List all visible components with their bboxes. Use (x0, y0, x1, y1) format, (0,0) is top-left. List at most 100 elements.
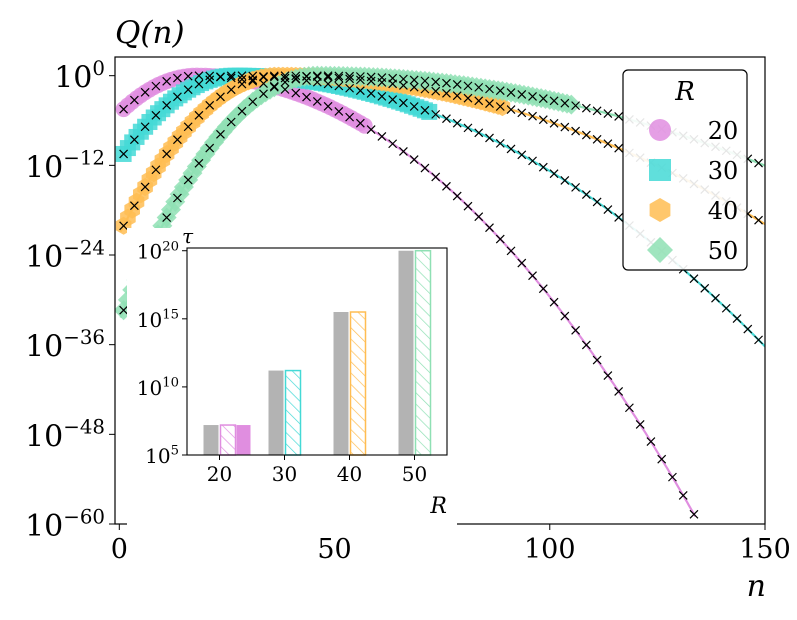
theory-marker-R20 (635, 420, 645, 429)
theory-marker-R30 (409, 102, 419, 111)
theory-marker-R50 (162, 213, 172, 222)
theory-marker-R40 (194, 110, 204, 120)
y-tick-label: 10−60 (25, 505, 105, 544)
inset-bar-theory-R50 (414, 249, 432, 456)
theory-marker-R40 (312, 72, 322, 82)
data-point-R40-n89 (494, 98, 511, 117)
theory-marker-R20 (657, 454, 667, 464)
theory-marker-R40 (334, 73, 344, 83)
theory-marker-R30 (216, 72, 225, 82)
theory-marker-R40 (248, 75, 258, 85)
data-point-R20-n57 (356, 117, 373, 134)
y-tick-label-base: 10 (25, 419, 63, 454)
theory-marker-R30 (721, 303, 731, 313)
theory-marker-R30 (603, 205, 613, 215)
theory-marker-R40 (216, 92, 225, 102)
theory-marker-R20 (603, 371, 613, 380)
theory-marker-R20 (463, 201, 473, 211)
theory-marker-R30 (194, 79, 204, 89)
inset-y-tick-label-exp: 20 (162, 239, 179, 254)
theory-marker-R50 (560, 98, 570, 108)
x-tick-label: 150 (739, 534, 791, 565)
data-point-R30-n72 (421, 103, 438, 120)
theory-marker-R30 (237, 71, 247, 81)
legend-label: 20 (708, 117, 739, 145)
inset-y-tick-label: 105 (145, 444, 179, 468)
inset-bar-extra-R20 (236, 425, 251, 455)
theory-marker-R50 (614, 112, 624, 121)
theory-marker-R20 (345, 112, 355, 122)
theory-marker-R20 (495, 234, 505, 244)
theory-marker-R40 (538, 115, 548, 125)
theory-marker-R40 (172, 135, 182, 145)
theory-marker-R20 (571, 325, 581, 335)
theory-marker-R30 (280, 73, 290, 83)
theory-marker-R40 (560, 122, 570, 132)
theory-marker-R20 (312, 97, 322, 106)
theory-marker-R30 (732, 314, 742, 323)
theory-marker-R20 (398, 147, 408, 156)
inset-y-tick-label-exp: 5 (171, 444, 179, 459)
theory-marker-R50 (237, 106, 247, 116)
inset-bar-sim-R20 (203, 425, 219, 455)
theory-marker-R30 (495, 138, 505, 148)
y-tick-label: 10−24 (25, 236, 105, 275)
theory-marker-R20 (280, 85, 290, 94)
theory-marker-R50 (312, 71, 322, 81)
theory-marker-R20 (119, 104, 129, 114)
theory-marker-R30 (334, 81, 344, 91)
theory-marker-R20 (624, 403, 634, 413)
theory-marker-R50 (248, 97, 258, 107)
y-tick-label: 10−36 (25, 326, 105, 365)
theory-marker-R50 (764, 163, 765, 172)
theory-marker-R50 (581, 103, 591, 113)
legend-marker-R50 (647, 237, 673, 263)
theory-marker-R40 (592, 134, 602, 144)
theory-marker-R50 (366, 72, 376, 82)
theory-marker-R40 (452, 91, 462, 101)
theory-marker-R40 (571, 126, 581, 136)
theory-marker-R30 (754, 335, 763, 345)
plot-area (115, 65, 765, 519)
theory-marker-R20 (291, 88, 301, 98)
inset-x-tick-label: 50 (402, 462, 427, 486)
theory-marker-R50 (442, 78, 451, 88)
theory-marker-R30 (129, 135, 139, 145)
theory-marker-R30 (560, 175, 570, 185)
inset-x-tick-label: 30 (272, 462, 297, 486)
legend-marker-R20 (649, 119, 671, 141)
theory-marker-R20 (614, 387, 624, 396)
theory-marker-R30 (366, 89, 376, 98)
theory-marker-R30 (743, 324, 753, 334)
theory-marker-R40 (151, 165, 161, 175)
inset-x-tick-label: 40 (337, 462, 362, 486)
theory-marker-R50 (269, 82, 279, 92)
theory-marker-R30 (549, 169, 559, 179)
theory-marker-R30 (474, 128, 484, 138)
theory-marker-R20 (129, 95, 139, 105)
theory-marker-R40 (205, 100, 215, 110)
theory-marker-R40 (764, 223, 765, 231)
theory-marker-R40 (431, 86, 441, 96)
theory-marker-R40 (614, 143, 624, 153)
legend-label: 50 (708, 237, 739, 265)
theory-marker-R40 (129, 201, 139, 211)
theory-marker-R30 (581, 190, 591, 199)
theory-marker-R40 (442, 88, 451, 98)
theory-marker-R20 (549, 297, 559, 307)
theory-marker-R40 (259, 72, 268, 82)
theory-marker-R40 (162, 149, 172, 159)
theory-marker-R30 (528, 156, 537, 166)
y-tick-label-exp: −48 (63, 416, 105, 439)
theory-marker-R30 (172, 92, 182, 102)
inset-y-tick-label-base: 10 (137, 240, 162, 264)
legend-marker-R30 (649, 159, 671, 181)
theory-marker-R20 (485, 223, 494, 233)
theory-marker-R30 (538, 162, 548, 172)
y-tick-label-base: 10 (25, 330, 63, 365)
theory-marker-R40 (528, 111, 537, 121)
theory-marker-R20 (431, 172, 441, 182)
theory-marker-R40 (355, 75, 365, 85)
y-tick-label-exp: −24 (63, 236, 105, 259)
theory-marker-R30 (485, 133, 494, 143)
